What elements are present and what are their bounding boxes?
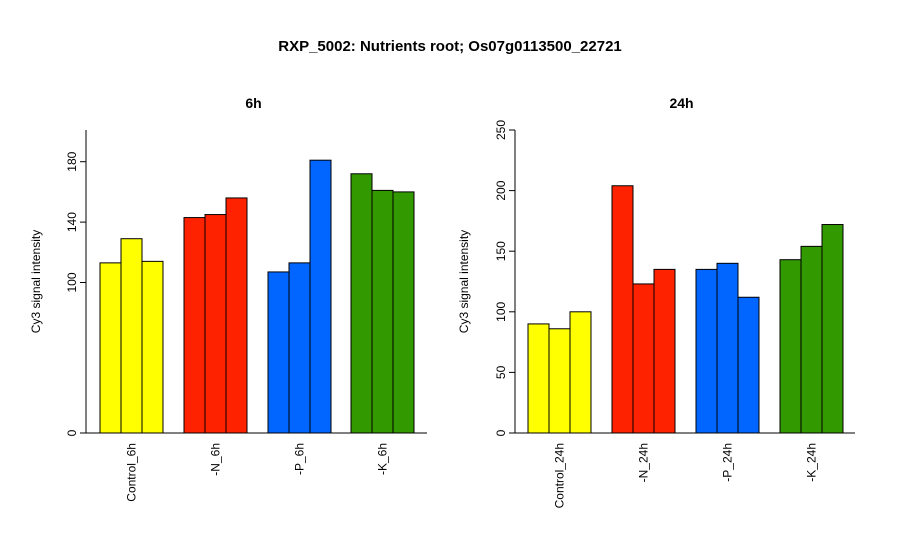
bar — [371, 189, 394, 434]
y-tick-label: 100 — [65, 272, 79, 292]
y-axis-label: Cy3 signal intensity — [29, 230, 43, 333]
y-tick-label: 150 — [494, 241, 508, 261]
bar — [737, 296, 760, 434]
bar — [800, 245, 823, 434]
category-label: -N_6h — [209, 443, 223, 476]
bar — [653, 268, 676, 434]
bar — [569, 311, 592, 434]
bar — [527, 323, 550, 434]
figure-title: RXP_5002: Nutrients root; Os07g0113500_2… — [278, 38, 622, 55]
panel-title: 24h — [669, 95, 693, 111]
bar — [225, 197, 248, 434]
y-tick-label: 180 — [65, 151, 79, 171]
bar — [695, 268, 718, 434]
bar — [611, 185, 634, 434]
y-axis-label: Cy3 signal intensity — [457, 230, 471, 333]
category-label: -N_24h — [637, 443, 651, 482]
panel-title: 6h — [245, 95, 261, 111]
bar — [821, 224, 844, 434]
bar — [350, 173, 373, 434]
y-tick-label: 0 — [65, 429, 79, 436]
bar — [204, 214, 227, 434]
bar — [183, 217, 206, 434]
y-tick-label: 100 — [494, 301, 508, 321]
bar — [716, 262, 739, 434]
bar — [267, 271, 290, 434]
bar — [120, 238, 143, 434]
bar — [288, 262, 311, 434]
y-tick-label: 200 — [494, 180, 508, 200]
bar — [141, 260, 164, 434]
y-tick-label: 140 — [65, 212, 79, 232]
bar — [548, 328, 571, 434]
panel-24h: 24h 0 50 100 150 200 250 Cy3 signal intensity Co… — [457, 95, 855, 508]
panel-6h: 6h 0 100 140 180 Cy3 signal intensity Control_… — [29, 95, 427, 502]
bar — [99, 262, 122, 434]
y-tick-label: 0 — [494, 429, 508, 436]
category-label: -K_6h — [376, 443, 390, 475]
category-label: -K_24h — [805, 443, 819, 482]
y-tick-label: 50 — [494, 365, 508, 379]
bar — [779, 259, 802, 434]
bar — [392, 191, 415, 434]
category-label: -P_24h — [721, 443, 735, 482]
category-label: Control_24h — [553, 443, 567, 508]
y-tick-label: 250 — [494, 120, 508, 140]
category-label: -P_6h — [293, 443, 307, 475]
bar — [632, 283, 655, 434]
category-label: Control_6h — [125, 443, 139, 502]
bar — [309, 159, 332, 434]
